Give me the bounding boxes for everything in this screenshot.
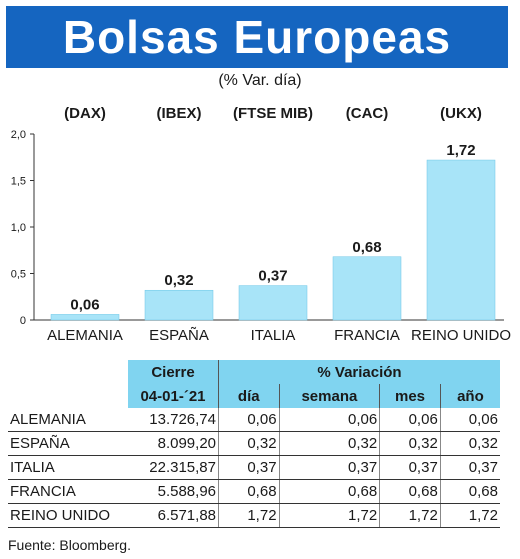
bar-value-label: 0,32 [164, 272, 193, 289]
row-mes: 0,32 [379, 431, 441, 456]
index-label: (FTSE MIB) [233, 105, 313, 122]
row-mes: 1,72 [379, 503, 441, 528]
bar [144, 289, 214, 321]
index-label: (IBEX) [157, 105, 202, 122]
row-semana: 0,68 [278, 479, 380, 504]
row-semana: 0,37 [278, 455, 380, 480]
row-dia: 0,68 [218, 479, 280, 504]
header-semana: semana [278, 384, 380, 408]
index-label: (UKX) [440, 105, 482, 122]
index-label: (CAC) [346, 105, 389, 122]
row-close: 8.099,20 [128, 431, 219, 456]
row-close: 5.588,96 [128, 479, 219, 504]
row-dia: 1,72 [218, 503, 280, 528]
row-mes: 0,37 [379, 455, 441, 480]
header-ano: año [439, 384, 500, 408]
source-note: Fuente: Bloomberg. [8, 537, 131, 553]
bar-value-label: 0,68 [352, 239, 381, 256]
row-ano: 0,06 [439, 408, 500, 432]
bar-value-label: 0,06 [70, 296, 99, 313]
table-row: FRANCIA 5.588,96 0,68 0,68 0,68 0,68 [8, 479, 500, 504]
row-dia: 0,37 [218, 455, 280, 480]
markets-table: Cierre % Variación 04-01-´21 día semana … [8, 360, 500, 528]
table-sub-header-row: 04-01-´21 día semana mes año [8, 384, 500, 408]
row-ano: 0,68 [439, 479, 500, 504]
page-title: Bolsas Europeas [62, 11, 452, 63]
header-variacion: % Variación [218, 360, 500, 384]
header-cierre: Cierre [128, 360, 219, 384]
row-ano: 0,32 [439, 431, 500, 456]
x-category-label: FRANCIA [334, 327, 400, 344]
row-mes: 0,06 [379, 408, 441, 432]
header-spacer [8, 360, 128, 384]
header-date: 04-01-´21 [128, 384, 219, 408]
bar [426, 159, 496, 321]
y-tick-label: 1,0 [11, 222, 26, 234]
row-close: 22.315,87 [128, 455, 219, 480]
header-dia: día [218, 384, 280, 408]
row-dia: 0,06 [218, 408, 280, 432]
x-category-label: REINO UNIDO [411, 327, 511, 344]
table-row: REINO UNIDO 6.571,88 1,72 1,72 1,72 1,72 [8, 503, 500, 528]
bar [332, 256, 402, 321]
y-tick-label: 0 [20, 315, 26, 327]
row-mes: 0,68 [379, 479, 441, 504]
row-semana: 1,72 [278, 503, 380, 528]
row-ano: 0,37 [439, 455, 500, 480]
index-label: (DAX) [64, 105, 106, 122]
table-group-header-row: Cierre % Variación [8, 360, 500, 384]
chart-subtitle: (% Var. día) [218, 72, 302, 89]
row-close: 13.726,74 [128, 408, 219, 432]
table-row: ALEMANIA 13.726,74 0,06 0,06 0,06 0,06 [8, 408, 500, 432]
x-category-label: ALEMANIA [47, 327, 123, 344]
bar-value-label: 1,72 [446, 142, 475, 159]
bar-chart: 0 0,5 1,0 1,5 2,0 0,06 ALEMANIA (DAX) 0,32 ESPAÑA… [11, 105, 511, 344]
row-ano: 1,72 [439, 503, 500, 528]
header-spacer-2 [8, 384, 128, 408]
table-row: ESPAÑA 8.099,20 0,32 0,32 0,32 0,32 [8, 431, 500, 456]
row-country: ALEMANIA [8, 408, 128, 432]
row-country: ESPAÑA [8, 431, 128, 456]
row-dia: 0,32 [218, 431, 280, 456]
x-category-label: ITALIA [251, 327, 296, 344]
bar-value-label: 0,37 [258, 268, 287, 285]
title-banner: Bolsas Europeas [6, 6, 508, 68]
row-country: REINO UNIDO [8, 503, 128, 528]
bar [238, 285, 308, 321]
row-close: 6.571,88 [128, 503, 219, 528]
table-row: ITALIA 22.315,87 0,37 0,37 0,37 0,37 [8, 455, 500, 480]
y-tick-label: 1,5 [11, 176, 26, 188]
markets-table-grid: Cierre % Variación 04-01-´21 día semana … [8, 360, 500, 528]
y-tick-label: 0,5 [11, 269, 26, 281]
y-tick-label: 2,0 [11, 129, 26, 141]
x-category-label: ESPAÑA [149, 327, 209, 344]
row-country: ITALIA [8, 455, 128, 480]
bar [50, 314, 120, 321]
header-mes: mes [379, 384, 441, 408]
row-semana: 0,32 [278, 431, 380, 456]
row-country: FRANCIA [8, 479, 128, 504]
row-semana: 0,06 [278, 408, 380, 432]
